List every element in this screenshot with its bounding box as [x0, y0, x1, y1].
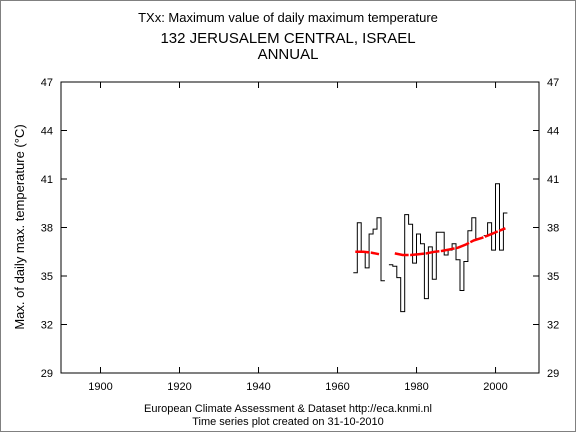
y-tick-label-right-6: 47 [547, 77, 559, 89]
series-layer [353, 183, 508, 313]
y-tick-label-left-3: 38 [41, 223, 53, 235]
y-tick-label-left-5: 44 [41, 126, 53, 138]
y-tick-label-left-2: 35 [41, 271, 53, 283]
y-tick-label-right-0: 29 [547, 368, 559, 380]
y-tick-label-left-4: 41 [41, 174, 53, 186]
y-tick-label-right-3: 38 [547, 223, 559, 235]
x-tick-label-3: 1960 [325, 381, 349, 393]
y-tick-label-right-4: 41 [547, 174, 559, 186]
chart-station-title: 132 JERUSALEM CENTRAL, ISRAEL [160, 30, 415, 47]
trend-smooth-series [355, 227, 506, 257]
x-tick-label-1: 1920 [167, 381, 191, 393]
y-axis-label: Max. of daily max. temperature (°C) [12, 124, 27, 329]
y-tick-label-left-0: 29 [41, 368, 53, 380]
y-tick-label-left-6: 47 [41, 77, 53, 89]
plot-area [60, 81, 540, 374]
y-tick-label-right-1: 32 [547, 320, 559, 332]
x-axis-ticks: 1900 1920 1940 1960 1980 2000 [88, 82, 508, 393]
x-tick-label-5: 2000 [483, 381, 507, 393]
footer-created: Time series plot created on 31-10-2010 [192, 416, 384, 428]
y-tick-label-left-1: 32 [41, 320, 53, 332]
y-tick-label-right-2: 35 [547, 271, 559, 283]
y-tick-label-right-5: 44 [547, 126, 559, 138]
x-tick-label-4: 1980 [404, 381, 428, 393]
chart-index-title: TXx: Maximum value of daily maximum temp… [138, 10, 438, 25]
x-tick-label-2: 1940 [246, 381, 270, 393]
x-tick-label-0: 1900 [88, 381, 112, 393]
y-axis-ticks: 29 29 32 32 35 35 38 38 41 41 44 44 47 47 [41, 77, 560, 380]
chart-period-title: ANNUAL [258, 46, 319, 63]
annual-step-series [353, 183, 508, 313]
footer-source: European Climate Assessment & Dataset ht… [144, 403, 432, 415]
